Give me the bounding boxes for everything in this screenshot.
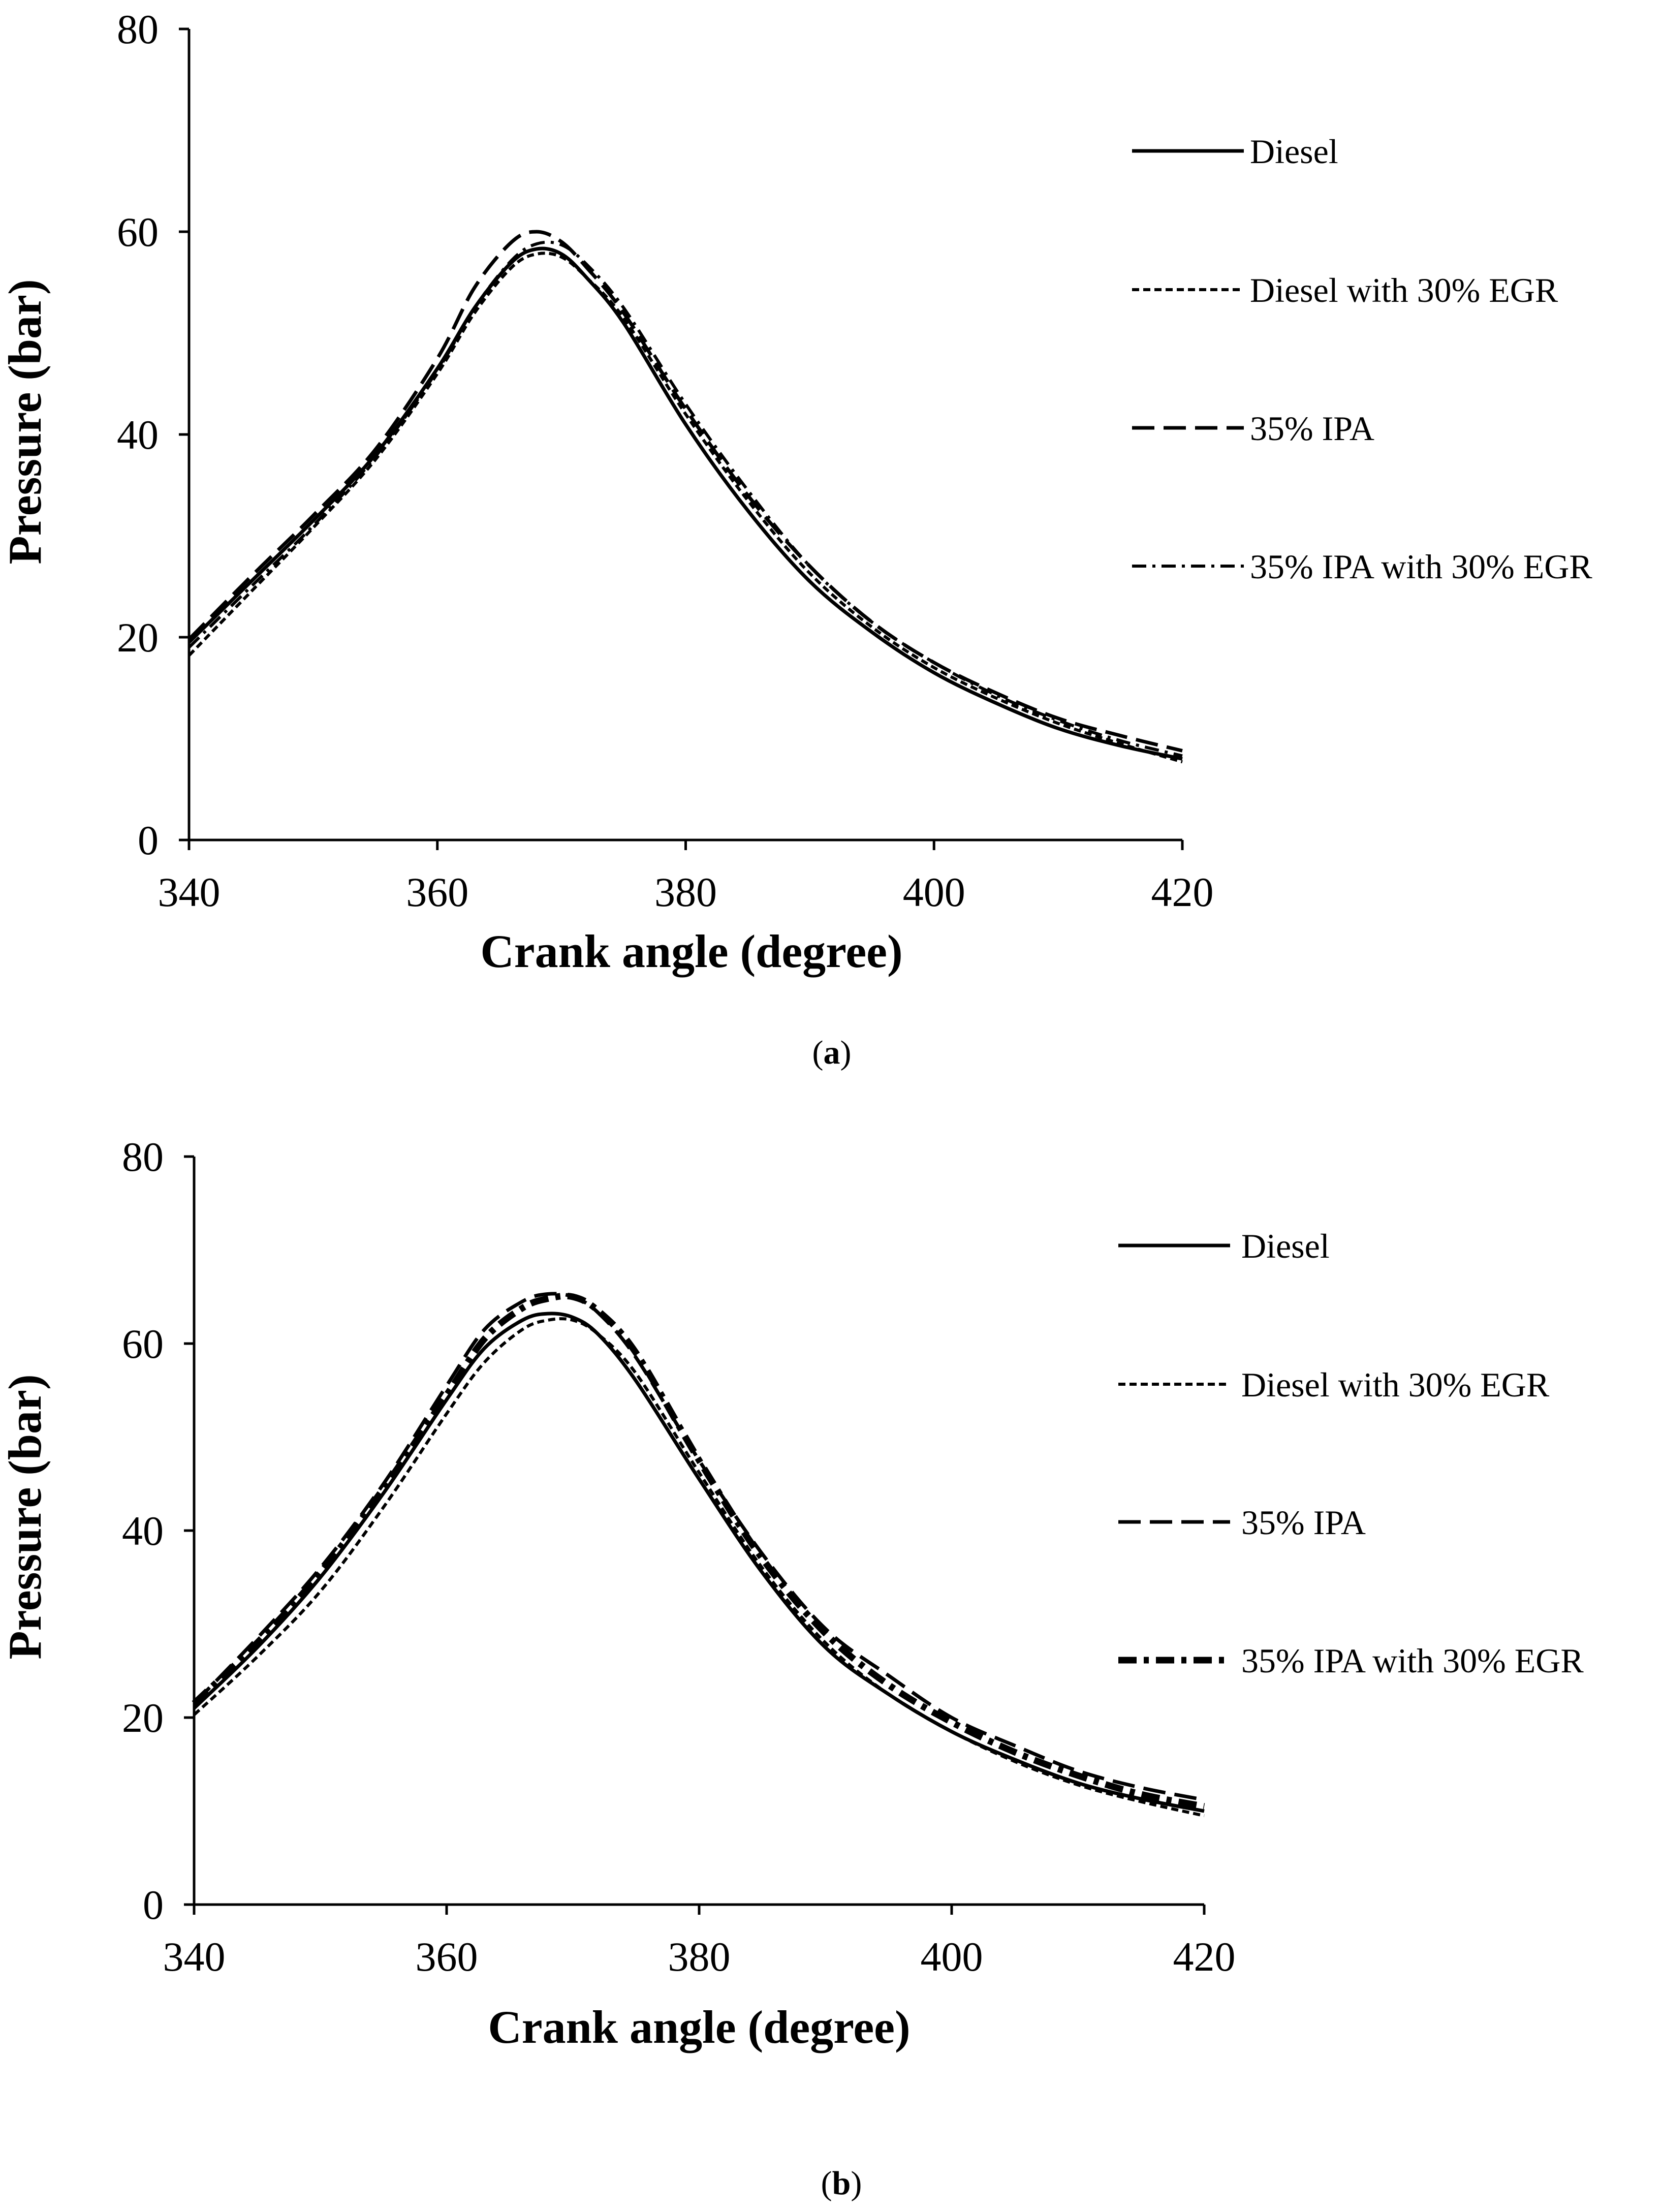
legend-label-3: 35% IPA xyxy=(1241,1503,1366,1542)
y-tick-label: 0 xyxy=(138,817,159,863)
legend-label-1: Diesel xyxy=(1241,1227,1330,1265)
x-tick-label: 400 xyxy=(903,869,965,915)
y-tick-label: 80 xyxy=(122,1134,164,1180)
y-tick-label: 20 xyxy=(117,614,159,661)
legend-label-2: Diesel with 30% EGR xyxy=(1250,271,1558,309)
caption-a: (a) xyxy=(812,1034,852,1071)
legend-label-3: 35% IPA xyxy=(1250,409,1374,448)
y-tick-label: 40 xyxy=(122,1508,164,1554)
series-line-2 xyxy=(187,252,1183,764)
x-tick-label: 380 xyxy=(654,869,717,915)
legend-label-2: Diesel with 30% EGR xyxy=(1241,1365,1550,1404)
x-tick-label: 420 xyxy=(1151,869,1214,915)
x-tick-label: 360 xyxy=(416,1934,478,1980)
y-axis-title: Pressure (bar) xyxy=(0,279,51,564)
legend-label-4: 35% IPA with 30% EGR xyxy=(1250,547,1592,586)
series-line-2 xyxy=(193,1317,1205,1818)
caption-b-letter: b xyxy=(832,2165,851,2202)
series-line-4 xyxy=(187,240,1183,758)
x-tick-label: 360 xyxy=(406,869,468,915)
x-tick-label: 420 xyxy=(1173,1934,1236,1980)
x-axis-title: Crank angle (degree) xyxy=(488,2001,910,2053)
x-tick-label: 400 xyxy=(921,1934,983,1980)
y-tick-label: 20 xyxy=(122,1695,164,1741)
x-tick-label: 340 xyxy=(158,869,221,915)
series-line-1 xyxy=(193,1312,1205,1813)
chart-panel-a: Pressure (bar) Crank angle (degree) (a) … xyxy=(0,6,1592,1071)
chart-panel-b: Pressure (bar) Crank angle (degree) (b) … xyxy=(0,1134,1584,2202)
y-tick-label: 0 xyxy=(143,1882,164,1928)
y-tick-label: 80 xyxy=(117,6,159,52)
series-line-3 xyxy=(187,230,1183,753)
legend-label-4: 35% IPA with 30% EGR xyxy=(1241,1641,1584,1680)
caption-b: (b) xyxy=(821,2165,862,2202)
x-tick-label: 380 xyxy=(668,1934,731,1980)
caption-a-letter: a xyxy=(824,1034,840,1071)
y-axis-title: Pressure (bar) xyxy=(0,1374,51,1659)
x-tick-label: 340 xyxy=(163,1934,226,1980)
legend-label-1: Diesel xyxy=(1250,132,1338,171)
y-tick-label: 60 xyxy=(117,209,159,255)
y-tick-label: 40 xyxy=(117,412,159,458)
series-line-4 xyxy=(192,1292,1205,1810)
x-axis-title: Crank angle (degree) xyxy=(480,925,902,977)
y-tick-label: 60 xyxy=(122,1321,164,1367)
